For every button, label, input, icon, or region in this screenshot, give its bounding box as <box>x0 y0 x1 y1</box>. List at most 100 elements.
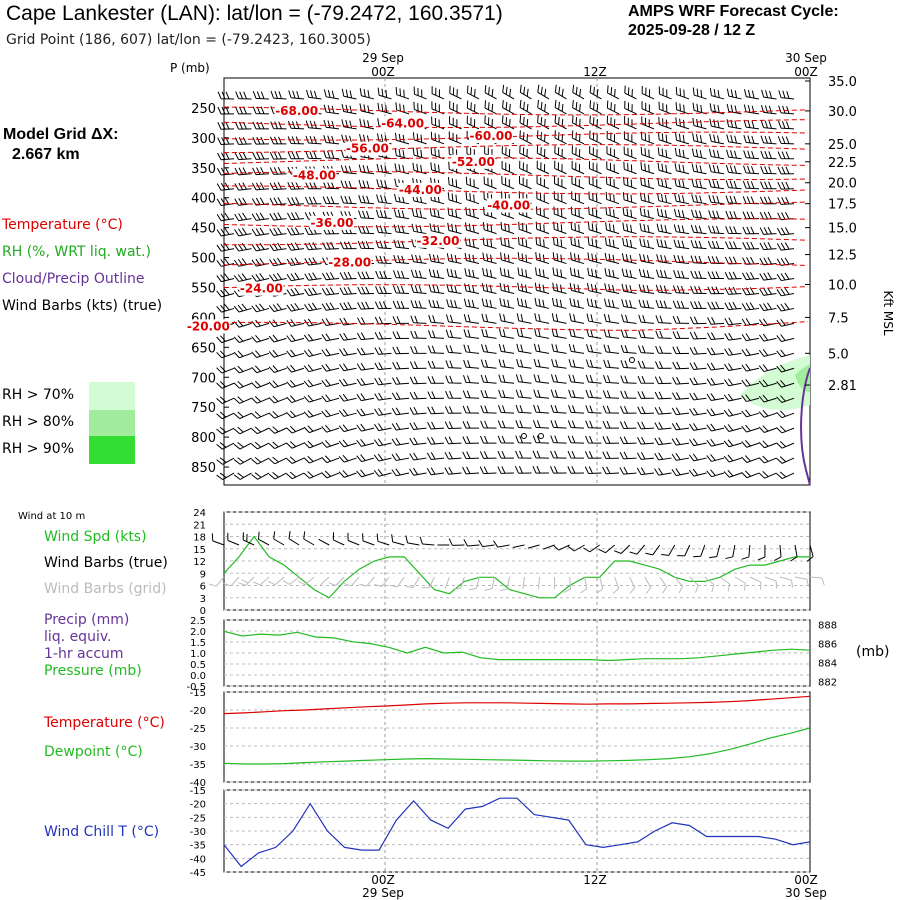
wind-barb <box>217 121 235 130</box>
wind-barb <box>376 194 392 205</box>
precip-tick-label: 0.0 <box>190 671 206 682</box>
height-tick-label: 22.5 <box>828 156 857 171</box>
wind-barb <box>428 253 445 265</box>
wind-barb <box>338 424 357 433</box>
wind-barb <box>691 148 707 160</box>
wind-barb <box>533 358 550 369</box>
wind-barb <box>374 316 392 325</box>
wind-barb <box>340 226 357 235</box>
temperature-contour <box>223 119 808 128</box>
pressure-tick-label: 500 <box>191 252 216 267</box>
wind-barb <box>216 288 235 298</box>
temperature-contour-label: -56.00 <box>346 142 389 156</box>
wind-barb <box>519 99 532 115</box>
wind-barb <box>619 421 637 429</box>
wind-barb <box>776 227 795 236</box>
wind-barb <box>709 87 725 100</box>
wind-barb <box>234 227 252 237</box>
wind-barb <box>251 334 270 343</box>
wind-barb <box>760 135 777 145</box>
wind-barb <box>392 346 410 355</box>
wind-barb <box>637 421 655 430</box>
wind-barb <box>658 132 672 145</box>
wind-barb <box>571 115 585 130</box>
wind-barb <box>749 576 762 590</box>
wind-barb <box>585 389 602 399</box>
wind-barb <box>484 100 497 115</box>
wind-barb <box>673 224 690 235</box>
wind-barb <box>515 389 532 399</box>
wind-barb <box>252 136 270 145</box>
wind-barb <box>619 466 637 475</box>
wind-barb <box>269 197 287 206</box>
wind-barb <box>480 390 497 399</box>
legend-rh80: RH > 80% <box>2 414 75 430</box>
height-tick-label: 20.0 <box>828 177 857 192</box>
wind-barb <box>776 349 795 358</box>
wind-barb <box>654 376 672 385</box>
wind-barb <box>655 315 672 324</box>
wind-barb <box>567 450 585 459</box>
wind-barb <box>303 471 322 479</box>
wind-barb <box>359 118 375 130</box>
wind-barb <box>223 576 240 587</box>
wind-barb <box>622 222 637 235</box>
wind-barb <box>724 271 742 280</box>
wind-barb <box>585 359 602 369</box>
wind-barb <box>321 394 340 403</box>
wind-barb <box>724 363 742 372</box>
legend-cloud: Cloud/Precip Outline <box>2 271 145 287</box>
legend-wind-barbs: Wind Barbs (kts) (true) <box>2 298 163 314</box>
wind-barb <box>323 135 340 145</box>
model-grid-label: Model Grid ΔX: <box>3 126 119 143</box>
wind-barb <box>621 283 637 294</box>
wind-barb <box>412 132 427 145</box>
wind-barb <box>357 286 375 295</box>
wind-barb <box>515 404 532 414</box>
temp-tick-label: -25 <box>190 724 206 735</box>
wind-barb <box>412 147 427 160</box>
wind-barb <box>690 255 707 265</box>
windchill-tick-label: -35 <box>190 841 206 852</box>
precip-tick-label: 2.0 <box>190 627 206 638</box>
legend-dewpoint: Dewpoint (°C) <box>44 744 143 760</box>
wind-barb <box>233 273 252 283</box>
wind-barb <box>568 374 585 384</box>
wind-barb <box>708 225 725 235</box>
windchill-line <box>223 797 811 868</box>
wind-barb <box>251 273 270 282</box>
wind-barb <box>690 224 707 235</box>
wind-barb <box>549 465 567 474</box>
wind-barb <box>267 576 285 586</box>
wind-barb <box>527 544 540 549</box>
wind-barb <box>604 283 620 294</box>
wind-barb <box>638 284 655 294</box>
wind-barb <box>774 544 782 561</box>
wind-barb <box>257 531 270 546</box>
wind-barb <box>462 466 480 475</box>
wind-barb <box>393 270 410 280</box>
contour-label-bg <box>292 168 337 183</box>
wind-barb <box>287 151 305 160</box>
wind-barb <box>741 470 760 479</box>
wind-barb <box>535 236 550 250</box>
wind-barb <box>431 101 445 115</box>
wind-barb <box>637 406 655 415</box>
wind-barb <box>572 84 585 100</box>
wind-barb <box>758 425 777 433</box>
legend-pressure: Pressure (mb) <box>44 663 142 679</box>
wind-barb <box>481 298 497 309</box>
wind-barb <box>638 299 655 309</box>
wind-barb <box>654 391 672 400</box>
temperature-contour <box>223 321 809 331</box>
wind-barb <box>409 361 427 370</box>
wind-barb <box>480 374 497 384</box>
wind-barb <box>638 330 655 339</box>
pressure-tick-label: 750 <box>191 401 216 416</box>
wind-barb <box>286 380 305 388</box>
temperature-contour-label: -48.00 <box>293 169 336 183</box>
wind-barb <box>339 332 357 341</box>
wind-barb <box>706 347 725 356</box>
wind-barb <box>588 191 602 205</box>
